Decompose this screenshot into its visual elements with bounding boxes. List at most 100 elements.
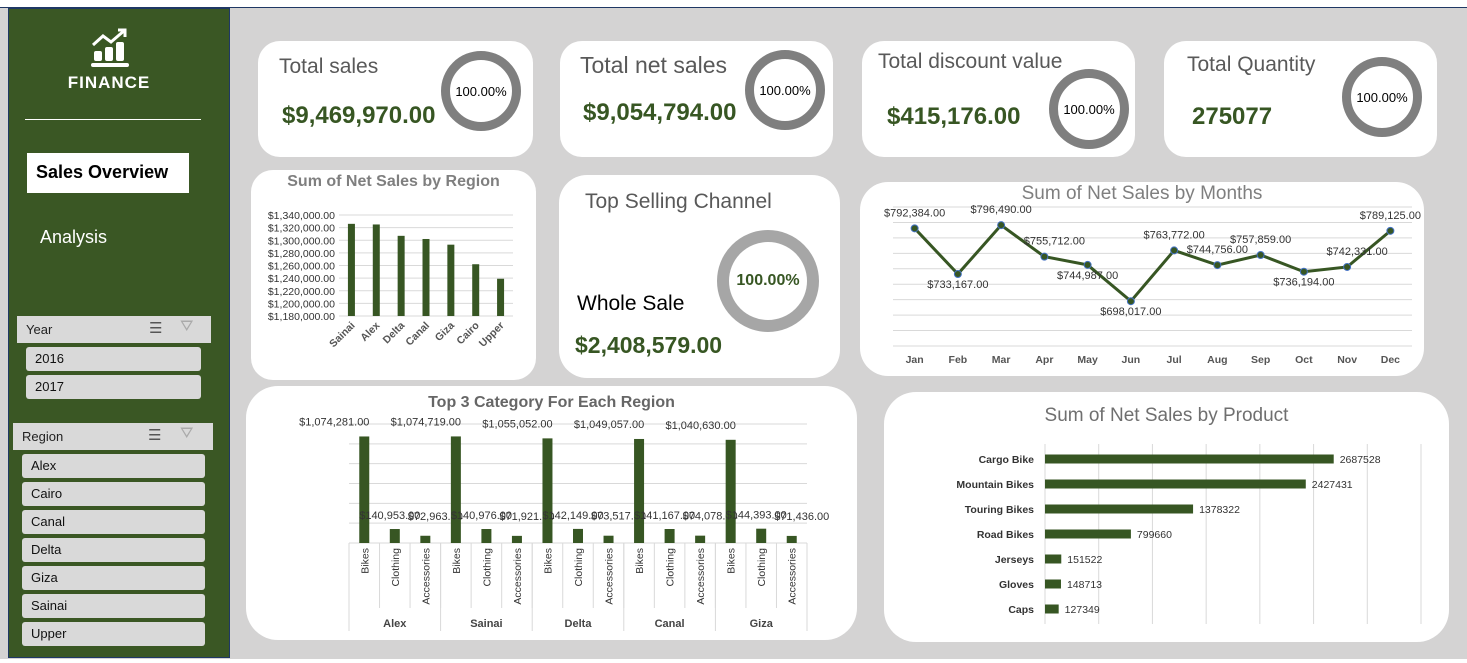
kpi-value: $9,054,794.00 [583,99,737,126]
data-point [1083,260,1092,269]
y-tick-label: Touring Bikes [965,504,1034,516]
y-tick-label: $1,320,000.00 [268,223,335,235]
data-label: $144,393.00 [726,510,787,522]
bar-alex-accessories [420,535,431,543]
clear-filter-icon[interactable]: ⛛ [180,425,194,442]
y-tick-label: $1,240,000.00 [268,273,335,285]
sidebar: FINANCE Sales Overview Analysis Year ☰ ⛛… [8,8,230,658]
nav-analysis[interactable]: Analysis [40,227,108,247]
top3-chart-card: Top 3 Category For Each Region $1,074,28… [246,386,857,640]
data-label: $744,987.00 [1057,270,1118,282]
bar-sainai-accessories [511,535,522,543]
bar-canal-bikes [634,438,645,543]
chart-title: Sum of Net Sales by Product [1044,405,1289,426]
bar-gloves [1045,579,1061,589]
finance-logo: FINANCE [9,27,209,93]
slicer-item-canal[interactable]: Canal [22,510,205,534]
bar-sainai-clothing [481,529,492,543]
data-label: $736,194.00 [1273,277,1334,289]
kpi-donut: 100.00% [1049,69,1129,149]
x-tick-label: Jul [1167,354,1182,366]
year-slicer-header: Year ☰ ⛛ [17,316,211,343]
y-tick-label: $1,300,000.00 [268,235,335,247]
y-tick-label: Jerseys [995,554,1034,566]
kpi-donut: 100.00% [1342,57,1422,137]
data-label: $742,331.00 [1327,246,1388,258]
data-label: $74,078.00 [683,511,738,523]
data-label: 2687528 [1340,454,1381,466]
data-label: $796,490.00 [971,204,1032,216]
x-tick-label: Apr [1035,354,1053,366]
bar-canal-clothing [664,529,675,543]
bar-caps [1045,604,1059,614]
region-label: Alex [383,618,407,630]
top-channel-name: Whole Sale [577,292,685,315]
year-slicer-title: Year [26,322,53,337]
kpi-total-quantity: Total Quantity 275077 100.00% [1164,41,1437,157]
multi-select-icon[interactable]: ☰ [149,320,163,337]
category-label: Clothing [665,548,677,587]
data-label: $140,976.00 [451,510,512,522]
slicer-item-upper[interactable]: Upper [22,622,205,646]
y-tick-label: $1,200,000.00 [268,298,335,310]
data-label: $141,167.00 [634,510,695,522]
kpi-title: Total Quantity [1187,53,1316,76]
top3-category-chart: $1,074,281.00 Bikes $140,953.00 Clothing $72… [299,416,829,631]
x-tick-label: Upper [477,320,507,350]
category-label: Clothing [573,548,585,587]
divider [25,119,201,120]
data-label: $789,125.00 [1360,210,1421,222]
data-label: $72,963.00 [408,511,463,523]
category-label: Accessories [420,548,432,605]
category-label: Accessories [604,548,616,605]
x-tick-label: Nov [1337,354,1357,366]
data-point [910,224,919,233]
data-label: $140,953.00 [359,510,420,522]
data-point [997,221,1006,230]
x-tick-label: Canal [403,320,432,349]
y-tick-label: $1,280,000.00 [268,248,335,260]
slicer-item-2017[interactable]: 2017 [26,375,201,399]
nav-sales-overview[interactable]: Sales Overview [27,153,189,193]
data-label: $1,074,719.00 [391,416,461,428]
product-chart-card: Sum of Net Sales by Product Cargo Bike 26… [884,392,1449,642]
kpi-donut: 100.00% [441,51,521,131]
months-line-chart: $792,384.00 Jan $733,167.00 Feb $796,490.00 M… [884,204,1421,366]
months-chart-card: Sum of Net Sales by Months $792,384.00 Ja… [860,182,1424,376]
clear-filter-icon[interactable]: ⛛ [180,318,194,335]
kpi-title: Total net sales [580,52,728,78]
category-label: Bikes [634,548,646,574]
category-label: Clothing [481,548,493,587]
slicer-item-cairo[interactable]: Cairo [22,482,205,506]
y-tick-label: $1,340,000.00 [268,210,335,222]
y-tick-label: Cargo Bike [979,454,1035,466]
kpi-value: 275077 [1192,103,1273,130]
bar-delta-accessories [603,535,614,543]
data-point [1386,226,1395,235]
data-label: $755,712.00 [1024,236,1085,248]
bar-giza-clothing [756,528,767,543]
bar-alex-clothing [389,529,400,543]
category-label: Accessories [787,548,799,605]
data-label: $757,859.00 [1230,234,1291,246]
slicer-item-sainai[interactable]: Sainai [22,594,205,618]
bar-giza [447,244,455,316]
kpi-total-discount: Total discount value $415,176.00 100.00% [862,41,1135,157]
y-tick-label: $1,220,000.00 [268,286,335,298]
top-channel-donut: 100.00% [717,230,819,332]
data-label: 148713 [1067,579,1102,591]
slicer-item-giza[interactable]: Giza [22,566,205,590]
category-label: Bikes [726,548,738,574]
y-tick-label: Gloves [999,579,1034,591]
bar-delta-bikes [542,438,553,543]
region-label: Sainai [470,618,502,630]
multi-select-icon[interactable]: ☰ [148,427,162,444]
data-point [1256,250,1265,259]
slicer-item-2016[interactable]: 2016 [26,347,201,371]
slicer-item-delta[interactable]: Delta [22,538,205,562]
x-tick-label: Oct [1295,354,1313,366]
x-tick-label: Giza [433,320,457,344]
x-tick-label: Delta [381,320,408,347]
slicer-item-alex[interactable]: Alex [22,454,205,478]
bar-cairo [472,264,480,316]
